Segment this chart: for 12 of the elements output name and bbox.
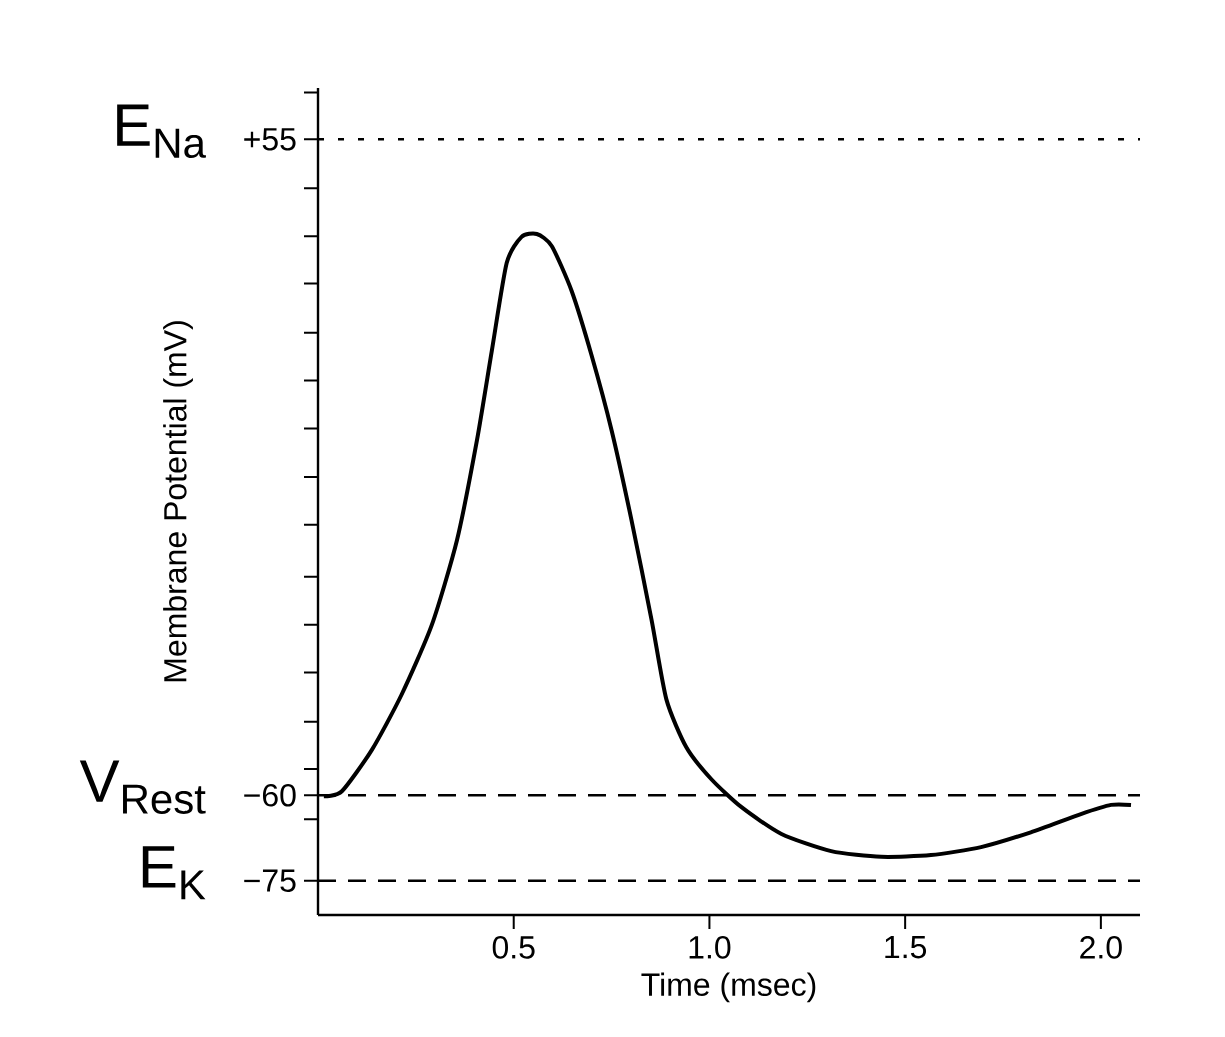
x-tick-label: 2.0 — [1080, 936, 1122, 959]
ref-line-label: E$_{Na}$ — [117, 104, 206, 159]
x-axis-title: Time (msec) — [641, 972, 816, 1003]
x-tick-label: 1.5 — [885, 936, 927, 959]
y-tick-label: −75 — [244, 869, 296, 892]
y-axis-title: Membrane Potential (mV) — [163, 321, 193, 682]
x-tick-label: 1.0 — [689, 936, 731, 959]
y-tick-label: −60 — [244, 783, 296, 807]
ref-line-label: E$_{K}$ — [142, 846, 206, 900]
ref-line-label: V$_{Rest}$ — [79, 760, 206, 814]
x-tick-label: 0.5 — [492, 936, 535, 959]
y-tick-label: +55 — [244, 128, 296, 151]
